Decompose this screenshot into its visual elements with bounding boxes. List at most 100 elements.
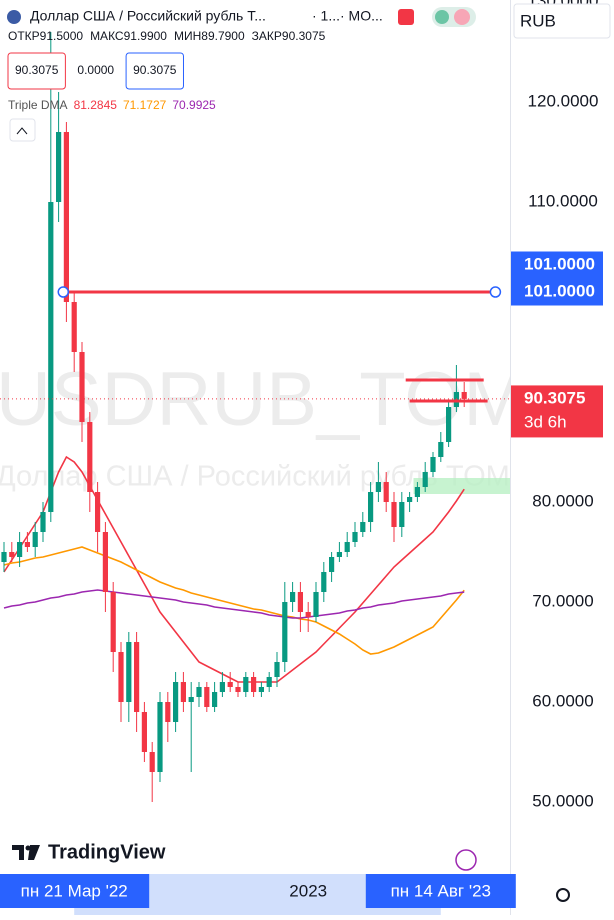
y-tick-label: 120.0000: [528, 91, 599, 110]
candle-body: [461, 392, 467, 399]
candle-body: [204, 687, 210, 707]
candle-body: [297, 592, 303, 612]
header-box-text: 0.0000: [77, 63, 114, 77]
ohlc-item: МАКС91.9900: [90, 29, 167, 43]
y-tick-label: 110.0000: [528, 191, 598, 210]
candle-body: [399, 502, 405, 527]
candle-body: [9, 552, 15, 557]
currency-button[interactable]: [513, 3, 611, 39]
candle-body: [24, 542, 30, 547]
candle-body: [165, 702, 171, 722]
indicator-value: 71.1727: [123, 98, 167, 112]
toggle-knob[interactable]: [454, 9, 470, 25]
symbol-title: Доллар США / Российский рубль Т...: [30, 8, 266, 24]
candle-body: [196, 687, 202, 697]
candle-body: [368, 492, 374, 522]
indicator-line: [3, 589, 465, 619]
ohlc-item: ОТКР91.5000: [8, 29, 83, 43]
x-tick-label: пн 21 Мар '22: [21, 881, 128, 900]
price-label: 101.0000: [524, 281, 595, 300]
ohlc-label: МАКС: [90, 29, 124, 43]
candle-body: [173, 682, 179, 722]
candle-body: [407, 497, 413, 502]
y-tick-label: 80.0000: [532, 491, 593, 510]
candle-body: [305, 612, 311, 617]
x-tick-label: 2023: [289, 881, 327, 900]
header-box[interactable]: 0.0000: [77, 63, 114, 77]
candle-body: [383, 482, 389, 502]
price-label-box: [511, 251, 603, 279]
candle-body: [329, 557, 335, 572]
candle-body: [282, 602, 288, 662]
symbol-exchange: · МО...: [340, 8, 383, 24]
collapse-button[interactable]: [9, 118, 36, 142]
toggle-knob[interactable]: [435, 10, 449, 24]
candle-body: [290, 592, 296, 602]
price-label-box: [511, 278, 603, 306]
time-label-box: [365, 874, 516, 908]
indicator-legend: Triple DMA 81.2845 71.1727 70.9925: [8, 98, 216, 112]
price-label: 101.0000: [524, 254, 595, 273]
candle-body: [110, 592, 116, 652]
indicator-value: 70.9925: [172, 98, 216, 112]
candle-body: [118, 652, 124, 702]
candle-body: [56, 132, 62, 202]
price-label-countdown: 3d 6h: [524, 412, 567, 431]
ohlc-label: ОТКР: [8, 29, 40, 43]
level-handle[interactable]: [57, 286, 70, 298]
symbol-icon: [7, 10, 21, 24]
header-box-frame: [125, 52, 184, 90]
ohlc-value: 90.3075: [282, 29, 326, 43]
indicator-line: [3, 455, 465, 683]
header-box[interactable]: 90.3075: [125, 52, 184, 90]
flag-button[interactable]: [398, 9, 414, 25]
candle-body: [219, 682, 225, 692]
price-label-box: [511, 385, 603, 438]
candle-body: [141, 712, 147, 752]
quick-action[interactable]: [455, 849, 477, 871]
currency-label: RUB: [520, 11, 556, 30]
candle-body: [274, 662, 280, 677]
candle-body: [63, 132, 69, 302]
candle-body: [40, 512, 46, 532]
candle-body: [95, 492, 101, 532]
candle-body: [438, 442, 444, 457]
header-box-text: 90.3075: [15, 63, 59, 77]
candle-body: [422, 472, 428, 487]
candle-body: [157, 702, 163, 772]
candle-body: [149, 752, 155, 772]
level-handle[interactable]: [489, 286, 502, 298]
ohlc-label: ЗАКР: [252, 29, 282, 43]
x-tick-label: пн 14 Авг '23: [391, 881, 491, 900]
settings-gear[interactable]: [556, 888, 570, 902]
header-box-text: 90.3075: [133, 63, 177, 77]
candle-body: [235, 687, 241, 692]
candle-body: [258, 687, 264, 692]
ohlc-value: 89.7900: [201, 29, 245, 43]
candle-body: [430, 457, 436, 472]
candle-body: [32, 532, 38, 547]
candle-body: [71, 302, 77, 352]
ohlc-value: 91.5000: [40, 29, 84, 43]
ohlc-value: 91.9900: [124, 29, 168, 43]
collapse-icon: [16, 127, 28, 135]
y-tick-label: 60.0000: [532, 691, 593, 710]
header-box-frame: [7, 52, 66, 90]
logo-dot: [25, 845, 31, 851]
ohlc-item: ЗАКР90.3075: [252, 29, 326, 43]
header-box[interactable]: 90.3075: [7, 52, 66, 90]
time-label-box: [0, 874, 150, 908]
candle-body: [102, 532, 108, 592]
candle-body: [1, 552, 7, 562]
candle-body: [266, 677, 272, 687]
ohlc-label: МИН: [174, 29, 201, 43]
candle-body: [414, 487, 420, 497]
candle-body: [180, 682, 186, 702]
indicator-name: Triple DMA: [8, 98, 68, 112]
candle-body: [251, 677, 257, 692]
candle-body: [17, 542, 23, 557]
